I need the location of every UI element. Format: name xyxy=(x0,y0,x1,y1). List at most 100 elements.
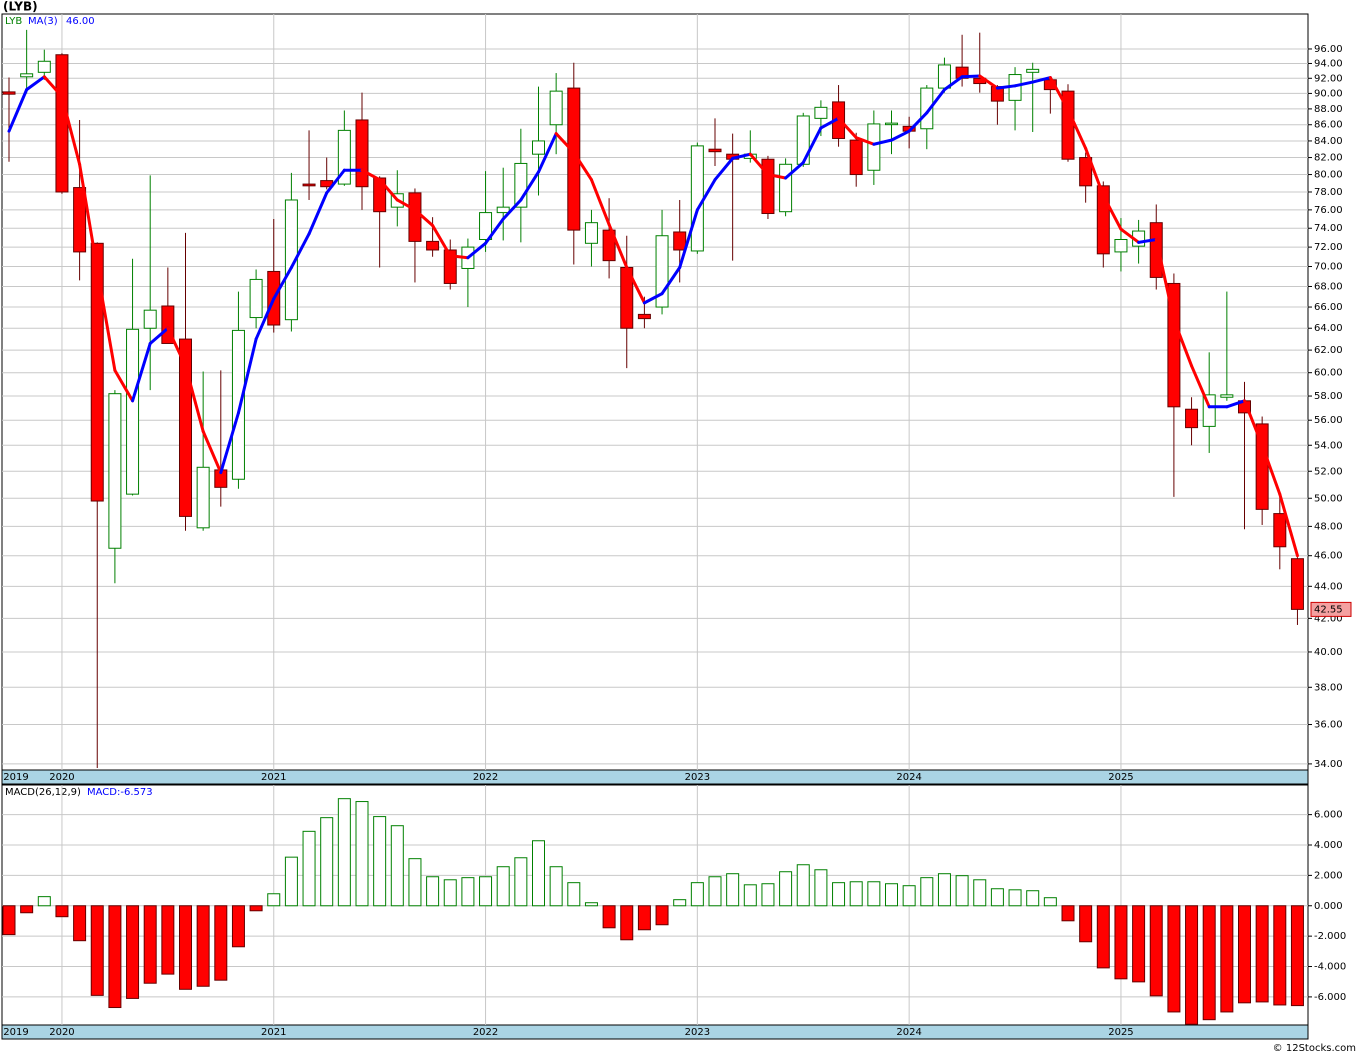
macd-bar xyxy=(761,883,775,907)
candle-body xyxy=(885,122,898,126)
ma-segment xyxy=(501,198,523,221)
macd-bar xyxy=(779,871,793,907)
x-tick-label: 2019 xyxy=(3,1027,28,1038)
candle-body xyxy=(549,90,563,126)
ma-segment xyxy=(872,138,893,146)
y-tick-label: 52.00 xyxy=(1314,466,1343,477)
y-tick-label: 42.00 xyxy=(1314,613,1343,624)
candle-body xyxy=(2,91,16,95)
ma-segment xyxy=(25,75,46,92)
ma-segment xyxy=(607,223,629,270)
candle-body xyxy=(408,192,422,242)
ma-segment xyxy=(1172,318,1194,368)
ma-segment xyxy=(942,75,964,92)
ma-segment xyxy=(784,161,805,180)
macd-bar xyxy=(602,905,616,929)
ma-segment xyxy=(695,178,717,212)
ma-segment xyxy=(960,74,982,79)
macd-bar xyxy=(937,873,951,907)
macd-bar xyxy=(461,877,475,907)
ma-segment xyxy=(431,223,452,258)
ma-segment xyxy=(554,132,576,155)
macd-bar xyxy=(990,888,1004,907)
last-price-label: 42.55 xyxy=(1314,604,1343,615)
y-tick-label: 44.00 xyxy=(1314,581,1343,592)
macd-bar xyxy=(1096,905,1110,969)
ma-segment xyxy=(1066,108,1088,150)
ma-segment xyxy=(1013,80,1035,88)
candle-body xyxy=(231,329,245,480)
macd-bar xyxy=(73,905,87,942)
y-tick-label: 66.00 xyxy=(1314,302,1343,313)
y-tick-label: 88.00 xyxy=(1314,104,1343,115)
date-strip xyxy=(1,1024,1309,1040)
ma-segment xyxy=(131,341,152,403)
x-tick-label: 2025 xyxy=(1108,1027,1133,1038)
ma-segment xyxy=(589,178,611,227)
macd-bar xyxy=(249,905,263,912)
y-tick-label: 94.00 xyxy=(1314,58,1343,69)
y-tick-label: 34.00 xyxy=(1314,759,1343,770)
x-tick-label: 2019 xyxy=(3,772,28,783)
macd-bar xyxy=(1026,890,1040,907)
ma-segment xyxy=(854,136,876,146)
ma-segment xyxy=(890,129,911,142)
macd-bar xyxy=(443,879,457,907)
ma-segment xyxy=(713,156,735,182)
candle-body xyxy=(1167,282,1181,408)
candle-body xyxy=(443,249,457,284)
candle-body xyxy=(761,158,775,215)
macd-bar xyxy=(126,905,140,999)
x-tick-label: 2022 xyxy=(473,1027,498,1038)
candle-body xyxy=(602,229,616,262)
candle-body xyxy=(1290,558,1304,610)
ma-segment xyxy=(360,168,382,182)
x-tick-label: 2024 xyxy=(896,772,921,783)
ma-segment xyxy=(1154,238,1176,322)
ma-segment xyxy=(448,254,470,260)
macd-bar xyxy=(161,905,175,975)
y-tick-label: 76.00 xyxy=(1314,205,1343,216)
ma-segment xyxy=(466,241,488,260)
ma-segment xyxy=(395,198,417,212)
y-tick-label: 0.000 xyxy=(1314,901,1343,912)
ma-segment xyxy=(184,364,205,433)
candle-body xyxy=(920,87,934,130)
ma-segment xyxy=(236,337,258,415)
macd-bar xyxy=(320,817,334,907)
macd-bar xyxy=(267,893,281,907)
macd-bar xyxy=(814,869,828,907)
ma-segment xyxy=(95,267,117,372)
ma-segment xyxy=(642,292,664,305)
x-tick-label: 2022 xyxy=(473,772,498,783)
macd-bar xyxy=(1079,905,1093,943)
ma-segment xyxy=(1048,76,1070,112)
y-tick-label: 86.00 xyxy=(1314,120,1343,131)
candle-body xyxy=(479,212,493,241)
chart-title: (LYB) xyxy=(3,0,38,14)
macd-bar xyxy=(796,864,810,907)
candle-body xyxy=(1220,394,1234,398)
candle-body xyxy=(90,242,104,502)
ma-segment xyxy=(289,232,311,270)
macd-bar xyxy=(549,866,563,907)
macd-bar xyxy=(885,883,898,907)
x-tick-label: 2024 xyxy=(896,1027,921,1038)
ma-segment xyxy=(1031,76,1052,84)
macd-bar xyxy=(1149,905,1163,997)
candle-body xyxy=(20,73,34,78)
macd-bar xyxy=(726,873,740,907)
candle-body xyxy=(584,222,598,244)
candle-body xyxy=(143,309,157,329)
macd-bar xyxy=(832,882,846,907)
y-tick-label: 70.00 xyxy=(1314,262,1343,273)
ma-segment xyxy=(978,74,999,90)
candle-body xyxy=(708,148,722,153)
macd-bar xyxy=(55,905,69,918)
ma-segment xyxy=(1084,146,1105,198)
macd-bar xyxy=(920,877,934,907)
x-tick-label: 2021 xyxy=(261,1027,286,1038)
y-tick-label: 2.000 xyxy=(1314,870,1343,881)
ma-segment xyxy=(537,132,558,174)
